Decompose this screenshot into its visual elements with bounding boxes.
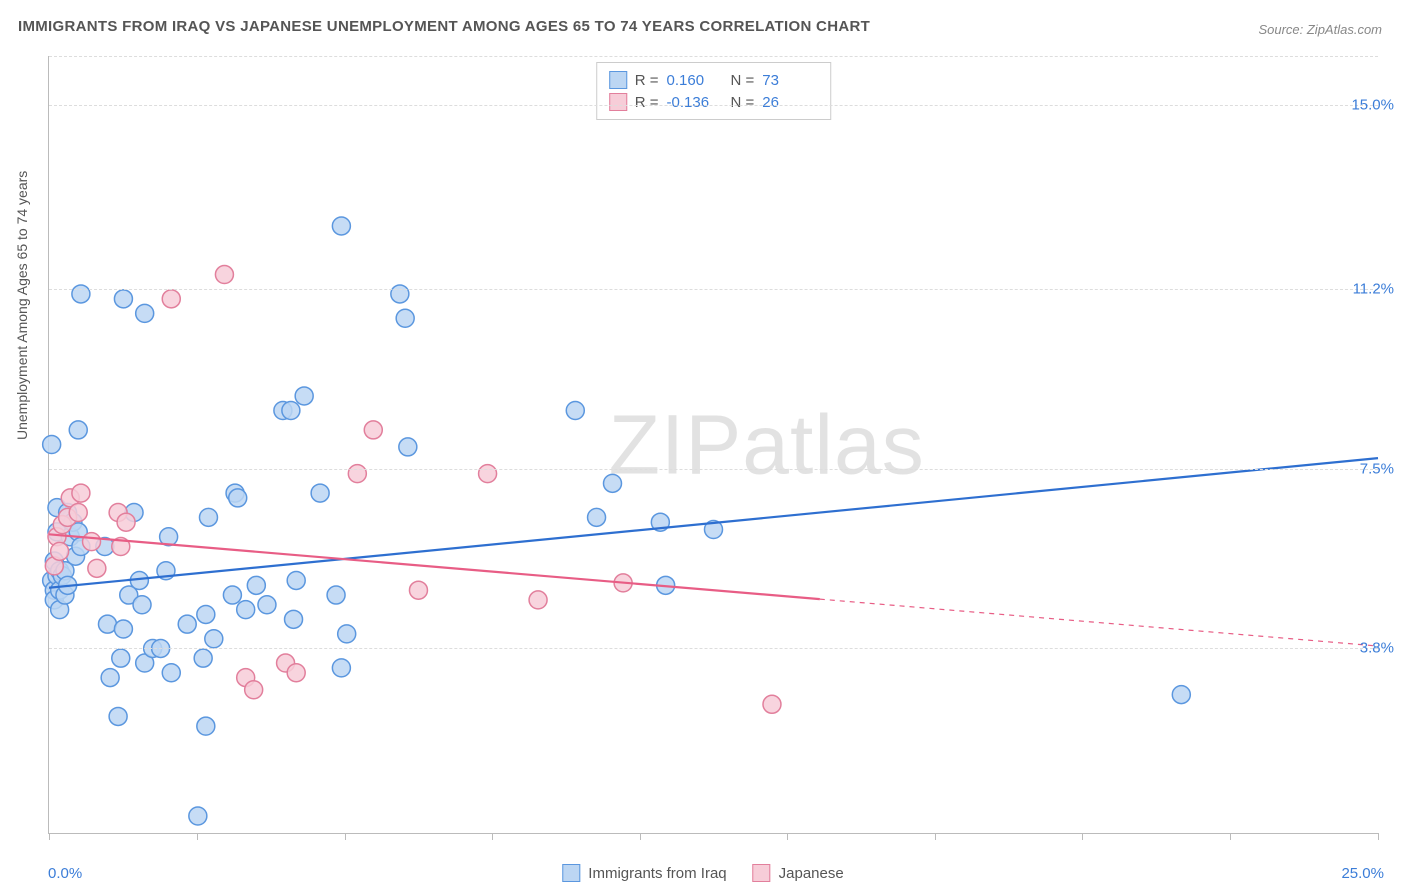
plot-area: ZIPatlas R = 0.160 N = 73 R = -0.136 N =… — [48, 56, 1378, 834]
n-label: N = — [731, 72, 755, 89]
legend-item-series-2: Japanese — [753, 864, 844, 882]
plot-svg — [49, 56, 1378, 833]
swatch-series-1 — [609, 71, 627, 89]
r-label: R = — [635, 72, 659, 89]
r-label: R = — [635, 94, 659, 111]
swatch-series-1 — [562, 864, 580, 882]
y-tick-label: 3.8% — [1360, 640, 1394, 657]
legend-correlation: R = 0.160 N = 73 R = -0.136 N = 26 — [596, 62, 832, 120]
n-label: N = — [731, 94, 755, 111]
y-tick-label: 7.5% — [1360, 460, 1394, 477]
x-axis-max-label: 25.0% — [1341, 865, 1384, 882]
source-attribution: Source: ZipAtlas.com — [1258, 22, 1382, 37]
chart-title: IMMIGRANTS FROM IRAQ VS JAPANESE UNEMPLO… — [18, 18, 870, 35]
legend-label-series-2: Japanese — [779, 865, 844, 882]
y-tick-label: 11.2% — [1353, 281, 1394, 298]
correlation-chart: IMMIGRANTS FROM IRAQ VS JAPANESE UNEMPLO… — [0, 0, 1406, 892]
legend-row-series-2: R = -0.136 N = 26 — [609, 91, 819, 113]
legend-row-series-1: R = 0.160 N = 73 — [609, 69, 819, 91]
r-value-series-2: -0.136 — [667, 94, 723, 111]
legend-series: Immigrants from Iraq Japanese — [562, 864, 843, 882]
y-axis-label: Unemployment Among Ages 65 to 74 years — [14, 171, 30, 440]
legend-label-series-1: Immigrants from Iraq — [588, 865, 726, 882]
swatch-series-2 — [609, 93, 627, 111]
r-value-series-1: 0.160 — [667, 72, 723, 89]
n-value-series-1: 73 — [762, 72, 818, 89]
n-value-series-2: 26 — [762, 94, 818, 111]
x-axis-min-label: 0.0% — [48, 865, 82, 882]
y-tick-label: 15.0% — [1351, 96, 1394, 113]
legend-item-series-1: Immigrants from Iraq — [562, 864, 726, 882]
swatch-series-2 — [753, 864, 771, 882]
